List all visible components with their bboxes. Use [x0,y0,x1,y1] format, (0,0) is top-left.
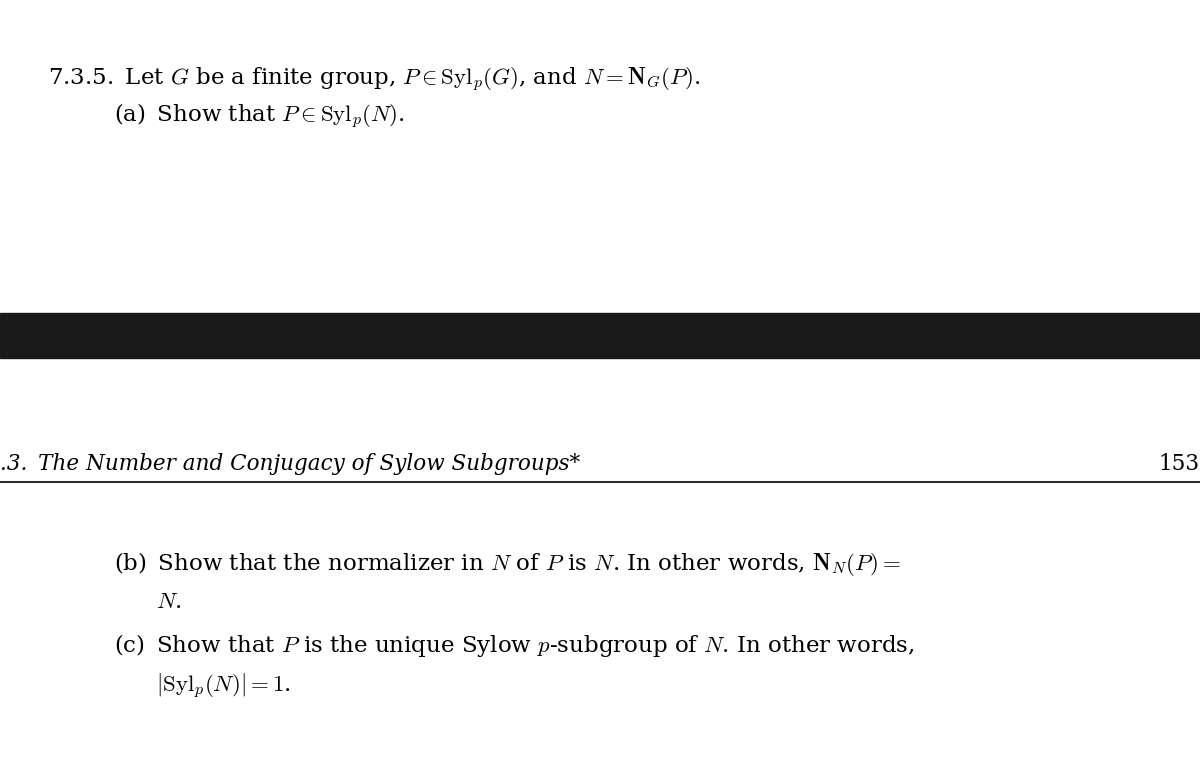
Text: $|\mathrm{Syl}_p(N)| = 1$.: $|\mathrm{Syl}_p(N)| = 1$. [156,672,292,701]
Bar [0,313,1200,358]
Text: $N$.: $N$. [156,591,181,613]
Text: 7.3.5. Let $G$ be a finite group, $P \in \mathrm{Syl}_p(G)$, and $N = \mathbf{N}: 7.3.5. Let $G$ be a finite group, $P \in… [48,66,700,94]
Text: (c) Show that $P$ is the unique Sylow $p$-subgroup of $N$. In other words,: (c) Show that $P$ is the unique Sylow $p… [114,632,914,659]
Text: .3. The Number and Conjugacy of Sylow Subgroups*: .3. The Number and Conjugacy of Sylow Su… [0,453,581,475]
Text: (a) Show that $P \in \mathrm{Syl}_p(N)$.: (a) Show that $P \in \mathrm{Syl}_p(N)$. [114,102,406,132]
Text: (b) Show that the normalizer in $N$ of $P$ is $N$. In other words, $\mathbf{N}_N: (b) Show that the normalizer in $N$ of $… [114,550,901,578]
Text: 153: 153 [1159,453,1200,475]
